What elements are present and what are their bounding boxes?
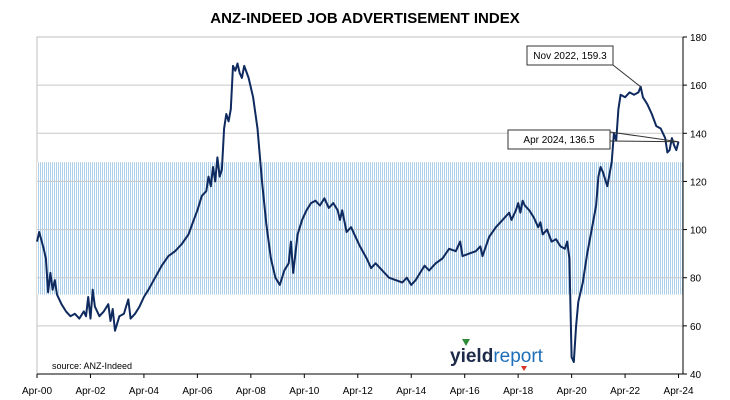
x-tick-label: Apr-04	[129, 386, 159, 397]
x-tick-label: Apr-12	[343, 386, 373, 397]
logo-text-left: yield	[450, 346, 493, 367]
series-line	[36, 62, 680, 363]
x-tick-label: Apr-02	[75, 386, 105, 397]
annotation-label: Nov 2022, 159.3	[533, 51, 607, 62]
x-tick-label: Apr-10	[289, 386, 319, 397]
x-tick-label: Apr-06	[182, 386, 212, 397]
logo-arrow-up-icon	[462, 335, 470, 346]
y-tick-label: 100	[690, 226, 707, 237]
y-tick-label: 40	[690, 370, 702, 381]
annotation-leader	[612, 64, 641, 88]
source-note: source: ANZ-Indeed	[52, 361, 132, 371]
y-tick-label: 180	[690, 33, 707, 44]
annotation-box	[526, 45, 614, 66]
x-tick-label: Apr-18	[503, 386, 533, 397]
y-tick-label: 80	[690, 274, 702, 285]
annotation-leader	[609, 140, 679, 143]
x-tick-label: Apr-22	[610, 386, 640, 397]
y-tick-label: 160	[690, 81, 707, 92]
logo-text-right: report	[493, 346, 543, 367]
annotation-leader	[609, 131, 679, 143]
annotation-label: Apr 2024, 136.5	[523, 135, 595, 146]
x-tick-label: Apr-20	[557, 386, 587, 397]
chart-title: ANZ-INDEED JOB ADVERTISEMENT INDEX	[210, 10, 520, 27]
y-tick-label: 60	[690, 322, 702, 333]
x-tick-label: Apr-16	[450, 386, 480, 397]
shaded-band	[37, 162, 683, 295]
yieldreport-logo: yieldreport	[450, 346, 544, 367]
annotation-box	[507, 129, 611, 150]
y-tick-label: 120	[690, 177, 707, 188]
x-tick-label: Apr-00	[22, 386, 52, 397]
y-tick-label: 140	[690, 129, 707, 140]
x-tick-label: Apr-14	[396, 386, 426, 397]
logo-arrow-down-icon	[521, 366, 527, 371]
x-tick-label: Apr-08	[236, 386, 266, 397]
x-tick-label: Apr-24	[664, 386, 694, 397]
